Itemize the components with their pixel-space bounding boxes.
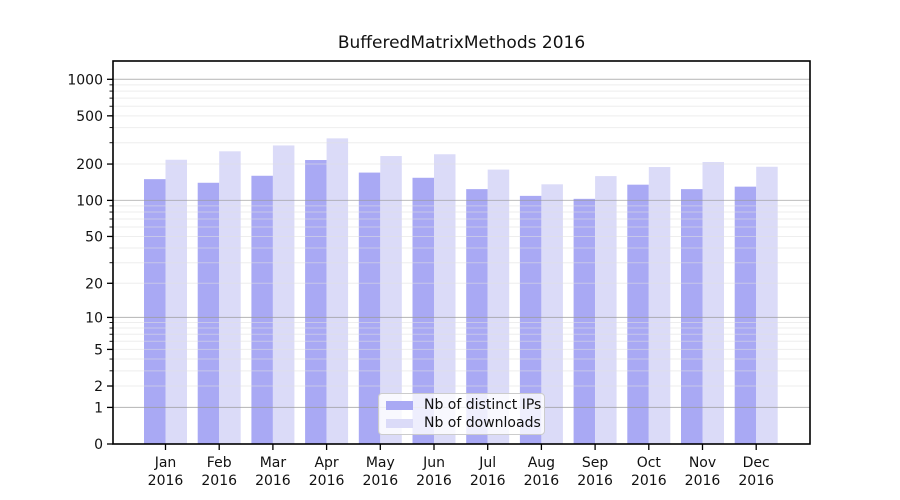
x-tick-label-year: 2016 xyxy=(255,473,291,489)
bar-downloads xyxy=(702,161,724,444)
legend-swatch-distinct-ips xyxy=(386,400,413,410)
x-tick-label-year: 2016 xyxy=(685,473,721,489)
bar-distinct-ips xyxy=(573,198,596,444)
bar-distinct-ips xyxy=(681,189,703,444)
bar-downloads xyxy=(487,169,510,444)
x-tick-label-year: 2016 xyxy=(416,473,452,489)
axis-frame xyxy=(112,60,811,445)
bar-distinct-ips xyxy=(412,177,434,444)
chart-title: BufferedMatrixMethods 2016 xyxy=(337,33,586,53)
legend: Nb of distinct IPs Nb of downloads xyxy=(378,393,545,435)
bar-distinct-ips xyxy=(519,195,542,444)
x-tick-label-month: Feb xyxy=(207,455,232,471)
y-tick-label: 1 xyxy=(94,400,103,416)
bar-distinct-ips xyxy=(734,186,757,444)
x-tick-label-month: May xyxy=(366,455,395,471)
x-tick-label-month: Apr xyxy=(314,455,338,471)
legend-item-distinct-ips: Nb of distinct IPs xyxy=(386,396,544,414)
y-tick-label: 5 xyxy=(94,342,103,358)
y-tick-label: 20 xyxy=(85,276,103,292)
x-tick-label-month: Aug xyxy=(528,455,555,471)
bar-distinct-ips xyxy=(144,179,166,444)
x-tick-label-year: 2016 xyxy=(577,473,613,489)
y-tick-label: 200 xyxy=(76,157,103,173)
x-tick-label-year: 2016 xyxy=(201,473,237,489)
x-tick-label-year: 2016 xyxy=(362,473,398,489)
x-tick-label-month: Dec xyxy=(743,455,770,471)
bar-downloads xyxy=(541,184,563,444)
y-tick-label: 100 xyxy=(76,193,103,209)
bar-downloads xyxy=(595,176,617,445)
bar-distinct-ips xyxy=(197,182,220,444)
bar-downloads xyxy=(272,145,295,444)
legend-swatch-downloads xyxy=(386,418,413,428)
y-tick-label: 1000 xyxy=(67,72,103,88)
legend-label-downloads: Nb of downloads xyxy=(424,415,541,431)
x-tick-label-year: 2016 xyxy=(738,473,774,489)
x-tick-label-year: 2016 xyxy=(148,473,184,489)
bar-distinct-ips xyxy=(627,184,649,444)
bar-downloads xyxy=(326,138,349,444)
bar-distinct-ips xyxy=(358,172,381,444)
y-tick-label: 10 xyxy=(85,310,103,326)
x-tick-label-year: 2016 xyxy=(470,473,506,489)
x-tick-label-month: Sep xyxy=(582,455,609,471)
x-tick-label-year: 2016 xyxy=(524,473,560,489)
x-tick-label-month: Jan xyxy=(154,455,177,471)
y-tick-label: 0 xyxy=(94,437,103,453)
bar-downloads xyxy=(648,167,671,444)
legend-item-downloads: Nb of downloads xyxy=(386,414,544,432)
y-tick-label: 50 xyxy=(85,229,103,245)
x-tick-label-month: Jul xyxy=(478,455,496,471)
x-tick-label-month: Mar xyxy=(260,455,287,471)
x-tick-label-month: Oct xyxy=(637,455,662,471)
bar-distinct-ips xyxy=(305,160,327,444)
bar-downloads xyxy=(756,166,778,444)
bar-downloads xyxy=(165,159,187,444)
y-tick-label: 2 xyxy=(94,379,103,395)
y-tick-label: 500 xyxy=(76,109,103,125)
legend-label-distinct-ips: Nb of distinct IPs xyxy=(424,397,542,413)
x-tick-label-month: Nov xyxy=(689,455,716,471)
bar-distinct-ips xyxy=(466,189,488,444)
x-tick-label-month: Jun xyxy=(422,455,445,471)
bar-downloads xyxy=(219,151,241,444)
x-tick-label-year: 2016 xyxy=(631,473,667,489)
x-tick-label-year: 2016 xyxy=(309,473,345,489)
bar-downloads xyxy=(380,156,402,444)
bar-distinct-ips xyxy=(251,175,273,444)
